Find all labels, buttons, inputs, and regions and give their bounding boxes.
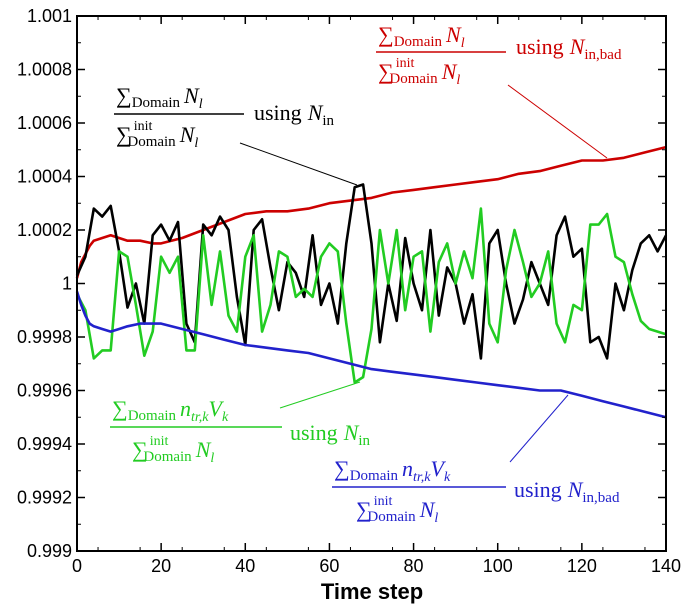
y-tick-label: 0.9996: [17, 381, 72, 401]
ann-red-numerator: ∑Domain Nl: [378, 22, 465, 51]
series-line-0: [75, 145, 667, 279]
ann-black-using: using Nin: [254, 100, 335, 129]
x-tick-label: 20: [151, 556, 171, 576]
ann-black-denominator: ∑ init Domain Nl: [116, 119, 198, 151]
x-tick-label: 120: [567, 556, 597, 576]
ann-red-using: using Nin,bad: [516, 34, 622, 63]
annotation-leaders: [239, 84, 608, 463]
y-tick-label: 1.0006: [17, 113, 72, 133]
ann-green-denominator: ∑ init Domain Nl: [132, 434, 214, 466]
annotation-red: ∑Domain Nl ∑ init Domain Nl using Nin,bad: [376, 22, 622, 88]
annotation-blue: ∑Domain ntr,kVk ∑ init Domain Nl using Nin,ba…: [332, 456, 620, 526]
y-tick-label: 1.0004: [17, 167, 72, 187]
y-tick-label: 1: [62, 274, 72, 294]
ann-blue-denominator: ∑ init Domain Nl: [356, 494, 438, 526]
annotation-green: ∑Domain ntr,kVk ∑ init Domain Nl using Nin: [110, 396, 371, 466]
x-tick-label: 60: [319, 556, 339, 576]
leader-black: [239, 142, 358, 186]
x-axis-title: Time step: [321, 579, 423, 604]
series-line-1: [75, 183, 668, 360]
ann-blue-numerator: ∑Domain ntr,kVk: [334, 456, 451, 485]
ann-green-using: using Nin: [290, 420, 371, 449]
tick-marks: [76, 15, 667, 552]
y-tick-label: 0.9998: [17, 327, 72, 347]
ann-black-numerator: ∑Domain Nl: [116, 83, 203, 112]
x-tick-label: 40: [235, 556, 255, 576]
y-tick-label: 1.0008: [17, 60, 72, 80]
y-tick-label: 1.0002: [17, 220, 72, 240]
y-tick-label: 0.9994: [17, 434, 72, 454]
ann-blue-using: using Nin,bad: [514, 477, 620, 506]
leader-blue: [509, 394, 569, 463]
annotation-black: ∑Domain Nl ∑ init Domain Nl using Nin: [114, 83, 335, 151]
series-layer: [75, 145, 668, 419]
series-line-2: [75, 207, 667, 384]
y-tick-label: 1.001: [27, 6, 72, 26]
x-tick-label: 140: [651, 556, 681, 576]
x-tick-label: 80: [404, 556, 424, 576]
x-tick-label: 0: [72, 556, 82, 576]
leader-red: [507, 84, 608, 159]
series-line-3: [75, 291, 667, 419]
tick-labels: 0 20 40 60 80 100 120 140 0.999 0.9992 0.9994 0.999…: [17, 6, 681, 576]
leader-green: [279, 381, 361, 409]
x-tick-label: 100: [483, 556, 513, 576]
y-tick-label: 0.999: [27, 541, 72, 561]
ann-green-numerator: ∑Domain ntr,kVk: [112, 396, 229, 425]
ann-red-denominator: ∑ init Domain Nl: [378, 56, 460, 88]
y-tick-label: 0.9992: [17, 488, 72, 508]
